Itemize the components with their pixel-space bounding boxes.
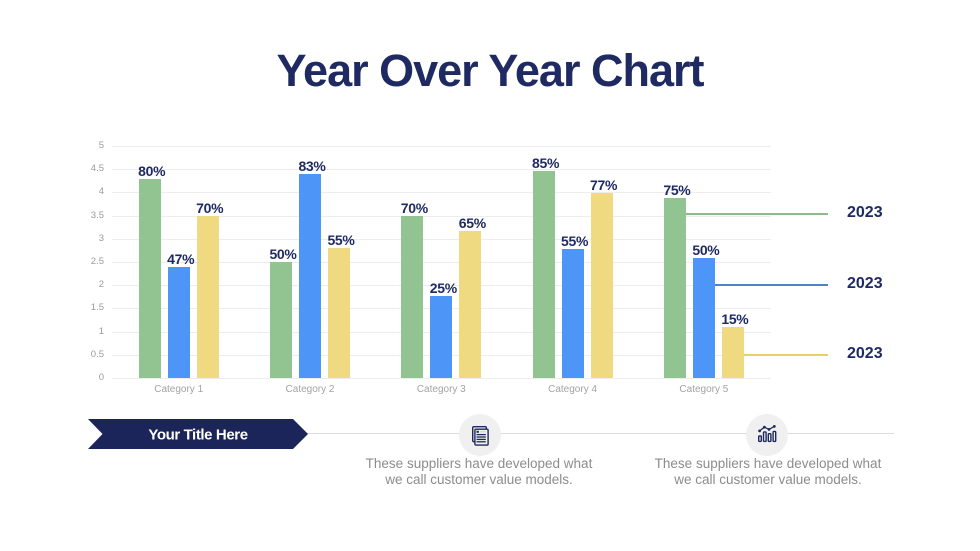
- svg-text:Your Title Here: Your Title Here: [148, 426, 247, 443]
